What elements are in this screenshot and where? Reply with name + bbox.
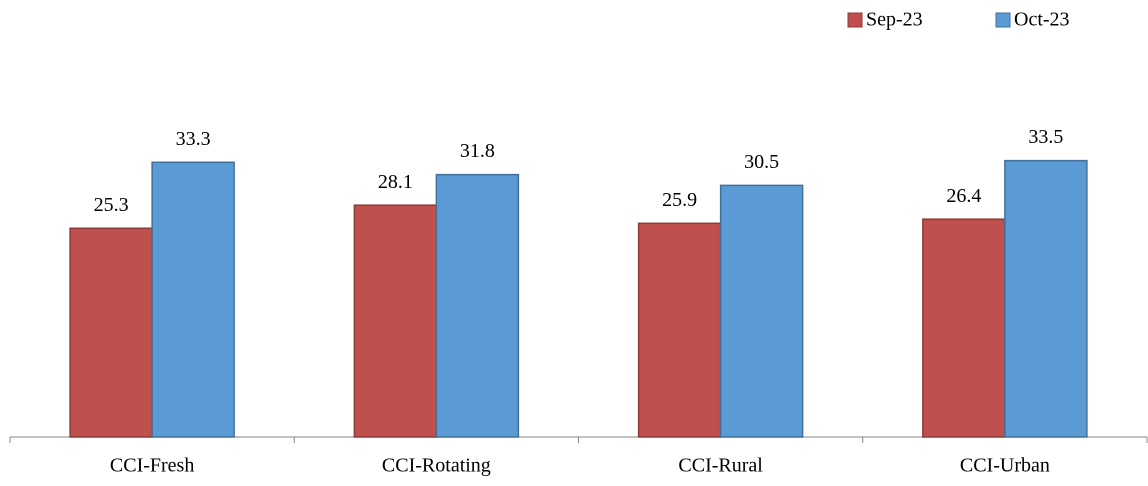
bar [69, 227, 153, 438]
legend-swatch [847, 12, 863, 28]
data-label: 25.9 [662, 189, 697, 211]
x-tick-label: CCI-Rural [678, 455, 763, 477]
data-label: 31.8 [460, 140, 495, 162]
data-label: 28.1 [378, 171, 413, 193]
x-tick-label: CCI-Rotating [382, 455, 491, 477]
legend-label: Sep-23 [866, 9, 923, 31]
bar [435, 173, 520, 438]
bar [1004, 159, 1088, 438]
bar [637, 222, 722, 438]
bar [151, 161, 235, 438]
data-label: 33.5 [1028, 126, 1063, 148]
x-tick-label: CCI-Fresh [110, 455, 194, 477]
data-label: 26.4 [946, 185, 981, 207]
bar [922, 218, 1006, 438]
legend-swatch [995, 12, 1011, 28]
legend-label: Oct-23 [1014, 9, 1070, 31]
data-label: 25.3 [94, 194, 129, 216]
data-label: 30.5 [744, 151, 779, 173]
x-tick-label: CCI-Urban [960, 455, 1050, 477]
bar [353, 204, 438, 438]
bar [719, 184, 804, 438]
data-label: 33.3 [176, 128, 211, 150]
